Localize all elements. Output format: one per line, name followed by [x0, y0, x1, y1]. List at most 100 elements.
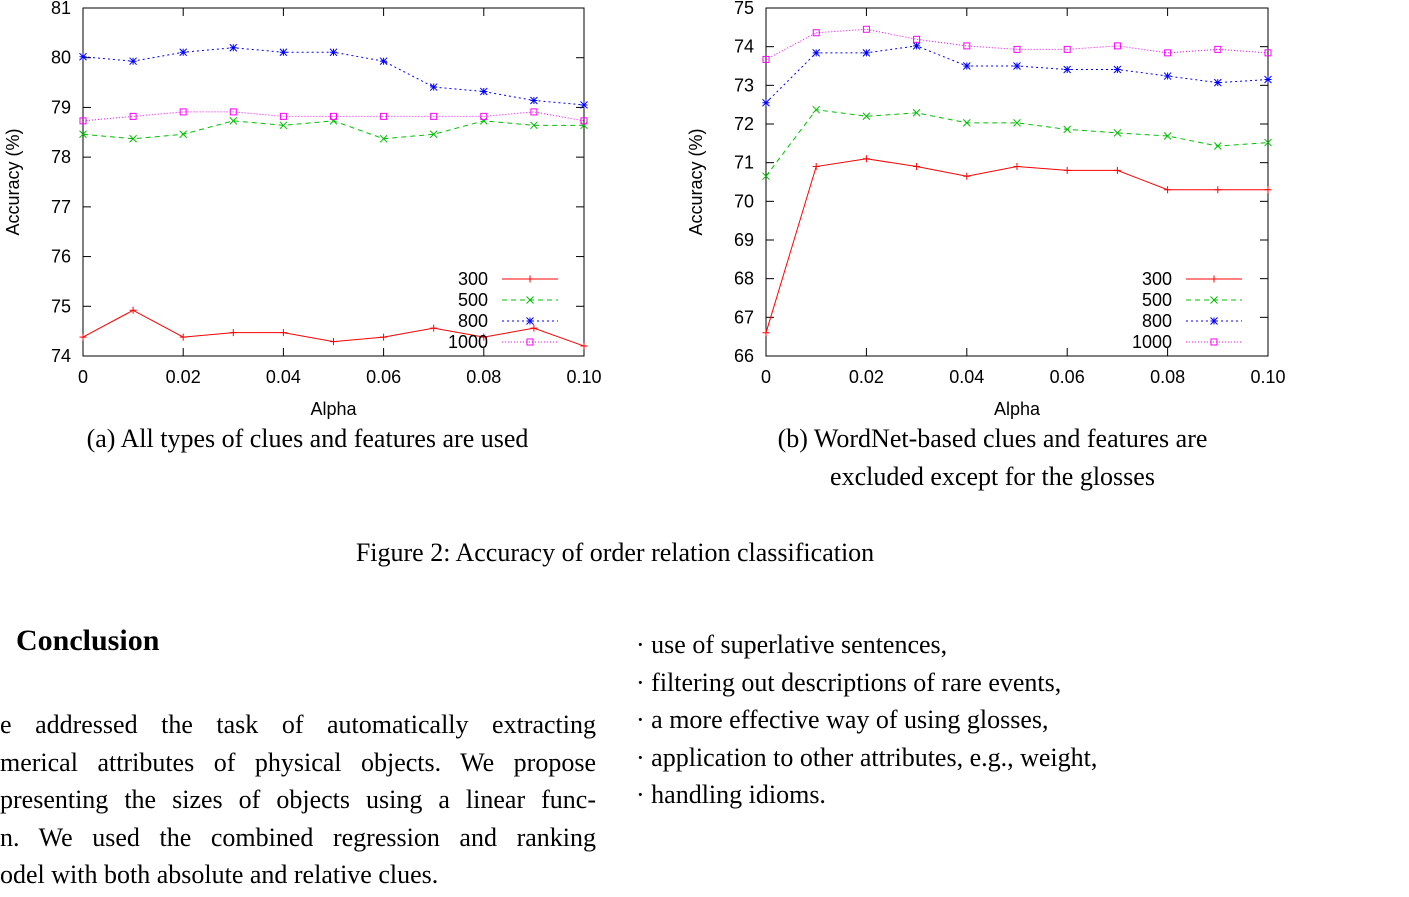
subfigure-a-caption: (a) All types of clues and features are …	[0, 420, 615, 458]
legend-label: 300	[458, 269, 488, 289]
data-point	[229, 108, 237, 116]
series-300	[79, 306, 588, 350]
data-point	[479, 116, 488, 125]
legend-label: 300	[1142, 269, 1172, 289]
data-point	[79, 333, 87, 341]
data-point	[812, 29, 820, 37]
paragraph-line: presenting the sizes of objects using a …	[0, 785, 596, 814]
y-tick-label: 77	[51, 197, 71, 217]
legend-label: 800	[458, 311, 488, 331]
data-point	[330, 112, 337, 120]
data-point	[1113, 42, 1121, 50]
data-point	[912, 108, 921, 117]
data-point	[79, 52, 87, 61]
y-axis-label: Accuracy (%)	[686, 128, 706, 235]
legend-label: 1000	[448, 332, 488, 352]
series-line	[765, 45, 1269, 104]
data-point	[1213, 142, 1222, 150]
data-point	[79, 130, 87, 139]
data-point	[580, 101, 588, 109]
data-point	[762, 172, 770, 181]
y-tick-label: 72	[734, 114, 754, 134]
data-point	[1063, 166, 1071, 174]
data-point	[1013, 45, 1021, 53]
y-tick-label: 79	[51, 97, 71, 117]
data-point	[279, 121, 288, 130]
y-tick-label: 71	[734, 153, 754, 173]
x-tick-label: 0.10	[1250, 367, 1285, 387]
data-point	[129, 112, 137, 120]
caption-b-line-2: excluded except for the glosses	[830, 462, 1155, 491]
data-point	[1264, 138, 1272, 147]
paragraph-line: merical attributes of physical objects. …	[0, 747, 596, 777]
data-point	[429, 83, 438, 91]
data-point	[1013, 163, 1021, 171]
list-item: · a more effective way of using glosses,	[636, 705, 1049, 734]
data-point	[862, 112, 871, 121]
data-point	[229, 116, 238, 125]
data-point	[1210, 338, 1218, 346]
x-tick-label: 0.08	[466, 367, 501, 387]
data-point	[1113, 65, 1122, 74]
data-point	[530, 324, 538, 332]
data-point	[530, 121, 538, 130]
accuracy-chart-all-clues: 74 75 76 77 78 79 80 81 0 0.02 0.04 0.06 0.08 0.10 Alp…	[3, 0, 602, 419]
data-point	[812, 48, 821, 57]
data-point	[430, 324, 438, 332]
data-point	[526, 338, 534, 346]
y-tick-label: 70	[734, 191, 754, 211]
plot-frame	[765, 7, 1269, 357]
y-tick-label: 69	[734, 230, 754, 250]
y-tick-label: 74	[51, 346, 71, 366]
y-tick-label: 78	[51, 147, 71, 167]
y-tick-label: 75	[51, 296, 71, 316]
data-point	[913, 163, 921, 171]
y-tick-label: 66	[734, 346, 754, 366]
data-point	[580, 342, 588, 350]
data-point	[526, 317, 534, 325]
y-tick-label: 80	[51, 48, 71, 68]
y-tick-label: 67	[734, 307, 754, 327]
data-point	[963, 172, 971, 180]
data-point	[1113, 166, 1121, 174]
list-item: · handling idioms.	[636, 780, 826, 809]
data-point	[430, 112, 438, 120]
data-point	[1063, 45, 1071, 53]
caption-b-line-1: (b) WordNet-based clues and features are	[777, 424, 1208, 453]
data-point	[229, 43, 238, 52]
data-point	[129, 134, 137, 143]
data-point	[1013, 118, 1021, 127]
data-point	[329, 48, 338, 57]
data-point	[912, 42, 921, 50]
series-500	[79, 116, 588, 143]
data-point	[329, 116, 338, 125]
data-point	[1163, 72, 1172, 80]
y-tick-label: 73	[734, 75, 754, 95]
section-title: Conclusion	[16, 624, 160, 657]
data-point	[1214, 186, 1222, 194]
data-point	[1063, 65, 1072, 74]
series-line	[765, 158, 1268, 333]
data-point	[913, 35, 921, 43]
data-point	[1210, 296, 1218, 304]
legend-label: 1000	[1132, 332, 1172, 352]
data-point	[1264, 49, 1272, 57]
caption-a-text: (a) All types of clues and features are …	[86, 424, 529, 453]
data-point	[380, 333, 388, 341]
x-axis-label: Alpha	[310, 399, 357, 419]
data-point	[1063, 125, 1072, 134]
data-point	[429, 130, 438, 139]
data-point	[862, 155, 870, 163]
accuracy-chart-wordnet-excluded: 66 67 68 69 70 71 72 73 74 75 0 0.02 0.04 0.06 0.08 0.1…	[686, 0, 1286, 419]
series-line	[82, 120, 584, 140]
data-point	[530, 108, 538, 116]
data-point	[862, 25, 870, 33]
data-point	[812, 105, 821, 114]
series-800	[79, 43, 588, 109]
data-point	[1164, 186, 1172, 194]
data-point	[1210, 275, 1218, 283]
x-tick-label: 0.02	[166, 367, 201, 387]
data-point	[530, 96, 538, 105]
x-tick-label: 0	[78, 367, 88, 387]
data-point	[526, 296, 534, 304]
